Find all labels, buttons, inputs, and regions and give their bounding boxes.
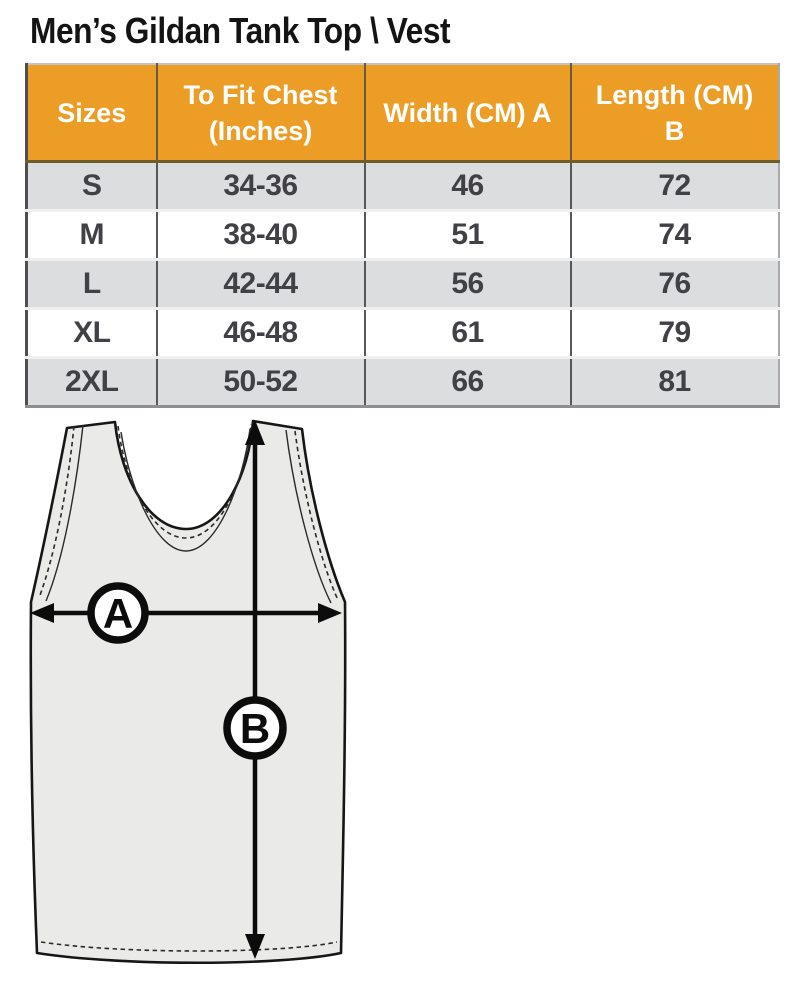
width-label: A <box>103 590 133 637</box>
width-cell: 46 <box>364 161 572 211</box>
size-cell: S <box>26 161 158 211</box>
width-label-badge: A <box>87 582 149 644</box>
chest-cell: 50-52 <box>156 356 366 407</box>
arrow-head-top <box>245 420 265 445</box>
column-header-length: Length (CM) B <box>570 64 779 163</box>
table-row: M 38-40 51 74 <box>26 209 779 260</box>
size-cell: L <box>26 258 158 309</box>
column-header-width: Width (CM) A <box>364 64 572 163</box>
tank-top-diagram: A B <box>0 405 400 985</box>
length-arrow <box>245 420 265 959</box>
size-cell: M <box>26 209 158 260</box>
hem-stitch-line <box>40 941 338 952</box>
table-row: 2XL 50-52 66 81 <box>26 356 779 407</box>
column-header-chest: To Fit Chest (Inches) <box>156 64 366 163</box>
table-row: S 34-36 46 72 <box>26 161 779 211</box>
size-cell: 2XL <box>26 356 158 407</box>
length-label: B <box>240 705 270 752</box>
width-cell: 66 <box>364 356 572 407</box>
neck-binding-line <box>120 428 251 552</box>
neck-stitch-line <box>117 423 252 539</box>
right-armhole-binding-line <box>285 429 332 604</box>
arrow-head-left <box>30 603 54 623</box>
size-cell: XL <box>26 307 158 358</box>
length-cell: 72 <box>658 169 691 202</box>
table-row: XL 46-48 61 79 <box>26 307 779 358</box>
width-cell: 61 <box>364 307 572 358</box>
size-chart-table: Sizes To Fit Chest (Inches) Width (CM) A… <box>25 63 780 408</box>
header-row: Sizes To Fit Chest (Inches) Width (CM) A… <box>26 64 779 163</box>
chest-cell: 42-44 <box>156 258 366 309</box>
tank-top-outline <box>29 419 347 965</box>
column-header-sizes: Sizes <box>26 64 158 163</box>
chest-cell: 34-36 <box>156 161 366 211</box>
length-cell: 79 <box>570 307 779 358</box>
width-cell: 56 <box>364 258 572 309</box>
chest-cell: 38-40 <box>156 209 366 260</box>
table-row: L 42-44 56 76 <box>26 258 779 309</box>
chest-cell: 46-48 <box>156 307 366 358</box>
arrow-head-bottom <box>245 934 265 959</box>
left-armhole-binding-line <box>45 424 84 602</box>
length-label-badge: B <box>223 696 287 760</box>
length-cell: 76 <box>570 258 779 309</box>
page-title: Men’s Gildan Tank Top \ Vest <box>30 10 451 51</box>
arrow-head-right <box>318 603 342 623</box>
length-cell: 74 <box>570 209 779 260</box>
width-cell: 51 <box>364 209 572 260</box>
length-cell: 81 <box>570 356 779 407</box>
